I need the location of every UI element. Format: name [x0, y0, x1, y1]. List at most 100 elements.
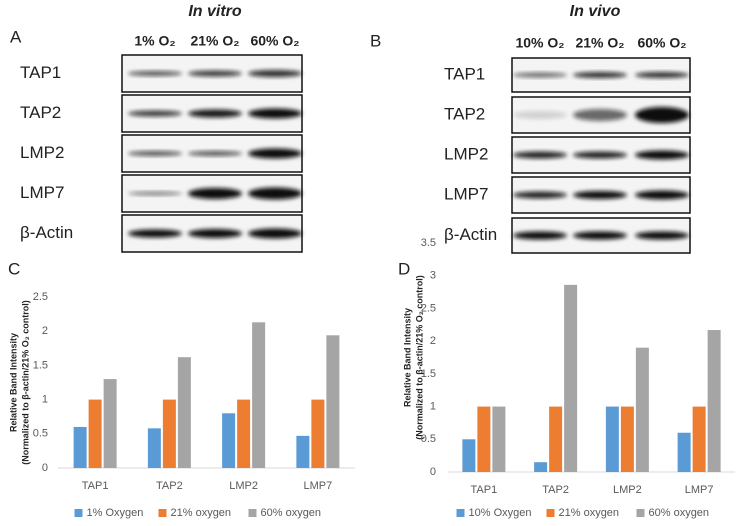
y-tick-label: 2	[42, 325, 48, 337]
blot-band	[513, 111, 567, 119]
blot-band	[513, 231, 567, 240]
lane-label: 10% O₂	[515, 35, 564, 51]
bar	[88, 399, 102, 468]
y-tick-label: 2.5	[33, 291, 48, 303]
blot-band	[513, 191, 567, 199]
blot-band	[248, 148, 302, 159]
protein-label: LMP7	[444, 184, 488, 203]
blot-band	[248, 70, 302, 77]
blot-band	[188, 151, 242, 156]
x-tick-label: TAP1	[471, 484, 498, 496]
panel-label: C	[8, 259, 20, 278]
bar	[677, 432, 691, 472]
legend-label: 60% oxygen	[261, 507, 322, 519]
legend-swatch	[636, 509, 645, 517]
bar	[492, 406, 506, 472]
x-tick-label: LMP2	[229, 480, 258, 492]
lane-label: 21% O₂	[190, 33, 239, 49]
lane-label: 21% O₂	[575, 35, 624, 51]
blot-band	[188, 188, 242, 199]
blot-band	[635, 72, 689, 78]
legend-label: 60% oxygen	[649, 507, 710, 519]
bar	[477, 406, 491, 472]
blot-band	[248, 108, 302, 119]
protein-label: TAP1	[444, 64, 485, 83]
y-axis-label: (Normalized to β-actin/21% O₂ control)	[20, 300, 30, 465]
blot-band	[513, 72, 567, 78]
legend-label: 21% oxygen	[559, 507, 620, 519]
bar	[635, 347, 649, 472]
bar	[252, 322, 266, 468]
bar	[462, 439, 476, 472]
blot-band	[128, 110, 182, 117]
blot-band	[513, 151, 567, 159]
y-tick-label: 1	[430, 400, 436, 412]
lane-label: 60% O₂	[250, 33, 299, 49]
y-tick-label: 1.5	[33, 359, 48, 371]
blot-band	[128, 71, 182, 76]
lane-label: 1% O₂	[134, 33, 175, 49]
y-tick-label: 1	[42, 394, 48, 406]
blot-band	[573, 191, 627, 199]
legend-swatch	[546, 509, 555, 517]
bar	[605, 406, 619, 472]
blot-band	[573, 72, 627, 78]
bar	[222, 413, 236, 468]
bar	[534, 462, 548, 472]
bar	[620, 406, 634, 472]
blot-band	[188, 229, 242, 238]
blot-band	[573, 231, 627, 240]
y-tick-label: 3	[430, 270, 436, 282]
blot-band	[635, 107, 689, 123]
lane-label: 60% O₂	[637, 35, 686, 51]
legend-swatch	[158, 509, 167, 517]
protein-label: β-Actin	[444, 225, 497, 244]
protein-label: TAP2	[444, 104, 485, 123]
y-axis-label: Relative Band Intensity	[8, 333, 18, 432]
bar	[162, 399, 176, 468]
bar	[692, 406, 706, 472]
x-tick-label: LMP7	[685, 484, 714, 496]
blot-title: In vitro	[188, 3, 242, 20]
blot-band	[248, 187, 302, 200]
y-axis-label: (Normalized to β-actin/21% O₂ control)	[414, 275, 424, 440]
protein-label: TAP2	[20, 103, 61, 122]
x-tick-label: TAP2	[542, 484, 569, 496]
legend-swatch	[74, 509, 83, 517]
bar	[564, 284, 578, 472]
blot-band	[635, 190, 689, 200]
y-tick-label: 0	[42, 462, 48, 474]
legend-label: 21% oxygen	[171, 507, 232, 519]
bar	[177, 357, 191, 468]
legend-swatch	[456, 509, 465, 517]
panel-label: D	[398, 259, 410, 278]
bar	[549, 406, 563, 472]
y-tick-label: 2.5	[421, 302, 436, 314]
blot-band	[573, 151, 627, 159]
panel-label: B	[370, 31, 381, 50]
bar	[103, 379, 117, 468]
blot-band	[128, 229, 182, 238]
blot-band	[573, 109, 627, 121]
bar	[237, 399, 251, 468]
legend-label: 1% Oxygen	[87, 507, 144, 519]
y-tick-label: 0.5	[33, 428, 48, 440]
bar	[707, 330, 721, 472]
blot-band	[248, 228, 302, 239]
bar	[311, 399, 325, 468]
bar	[296, 435, 310, 468]
y-tick-label: 0	[430, 466, 436, 478]
blot-band	[635, 150, 689, 160]
legend-swatch	[248, 509, 257, 517]
y-tick-label: 0.5	[421, 433, 436, 445]
blot-band	[635, 231, 689, 240]
protein-label: TAP1	[20, 63, 61, 82]
x-tick-label: LMP2	[613, 484, 642, 496]
bar	[147, 428, 161, 468]
blot-band	[188, 70, 242, 77]
x-tick-label: LMP7	[304, 480, 333, 492]
blot-band	[128, 191, 182, 196]
protein-label: LMP2	[444, 144, 488, 163]
panel-label: A	[10, 27, 22, 46]
